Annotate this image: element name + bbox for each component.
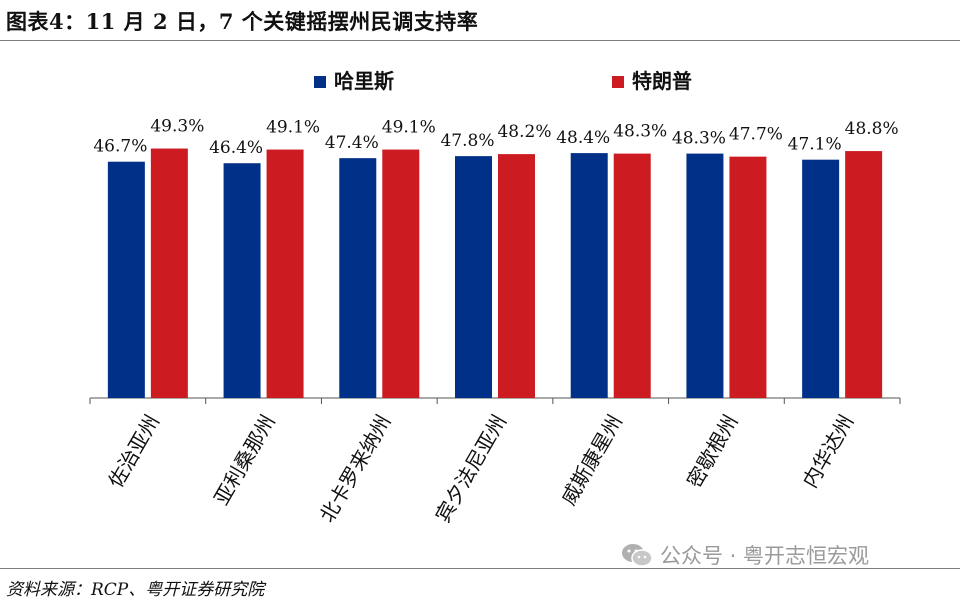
data-label: 49.1% [382,118,436,138]
bar [498,154,535,398]
data-label: 47.4% [325,133,379,153]
bottom-divider [0,568,960,569]
data-label: 48.4% [556,128,610,148]
category-label: 内华达州 [798,411,859,492]
watermark-text: 公众号 · 粤开志恒宏观 [660,544,870,568]
chart-title: 图表4：11 月 2 日，7 个关键摇摆州民调支持率 [6,9,479,34]
legend-swatch-1 [612,76,624,88]
bar [455,156,492,398]
bar-chart: 哈里斯 特朗普46.7%49.3%佐治亚州46.4%49.1%亚利桑那州47.4%… [89,69,901,527]
data-label: 48.3% [672,129,726,149]
legend-label-1: 特朗普 [632,69,692,93]
legend-label-0: 哈里斯 [334,69,394,93]
data-label: 47.8% [440,131,494,151]
top-divider [0,40,960,41]
category-label: 宾夕法尼亚州 [431,411,512,527]
data-label: 46.7% [93,137,147,157]
data-label: 47.1% [788,135,842,155]
data-label: 46.4% [209,138,263,158]
bar [266,149,304,398]
wechat-icon [622,544,653,567]
bar [570,153,608,398]
bar [107,161,145,398]
category-label: 威斯康星州 [556,411,627,510]
bar [223,163,261,398]
data-label: 48.2% [497,122,551,142]
bar [686,153,724,398]
bar [729,156,767,398]
data-label: 49.1% [266,118,320,138]
data-label: 48.8% [845,119,899,139]
legend-swatch-0 [314,76,326,88]
bar [339,158,377,398]
data-label: 47.7% [729,125,783,145]
data-label: 48.3% [613,122,667,142]
source-note: 资料来源：RCP、粤开证券研究院 [6,580,265,600]
category-label: 佐治亚州 [103,411,164,492]
bar [802,159,840,398]
category-label: 亚利桑那州 [209,411,280,510]
category-label: 密歇根州 [682,411,743,492]
data-label: 49.3% [150,117,204,137]
bar [613,153,651,398]
watermark: 公众号 · 粤开志恒宏观 [620,540,869,570]
category-label: 北卡罗来纳州 [315,411,396,527]
bar [382,149,420,398]
bar [845,151,883,398]
bar [150,148,188,398]
